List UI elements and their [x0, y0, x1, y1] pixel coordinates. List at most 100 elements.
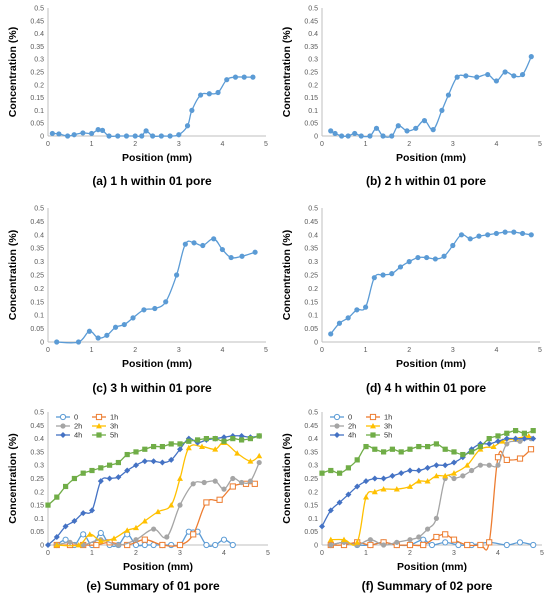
data-point: [164, 534, 170, 540]
legend-item-0: 0: [56, 413, 78, 422]
data-point: [442, 472, 449, 479]
data-point: [381, 449, 387, 455]
legend-label: 2h: [348, 422, 356, 431]
legend-label: 0: [74, 413, 78, 422]
data-point: [371, 488, 378, 495]
data-point: [189, 107, 195, 114]
data-point: [206, 91, 212, 97]
series-line-1h: [330, 448, 532, 551]
data-point: [97, 478, 104, 485]
x-tick-label: 2: [407, 141, 411, 148]
y-tick-label: 0.5: [308, 6, 318, 13]
data-point: [256, 459, 262, 466]
data-point: [247, 458, 254, 464]
data-point: [121, 321, 127, 328]
data-point: [464, 462, 471, 468]
data-point: [486, 539, 493, 546]
chart-panel-2: 0 0.05 0.1 0.15 0.2 0.25 0.3 0.35 0.4 0.45 0.5 0 1 2 3…: [281, 6, 542, 189]
y-tick-label: 0.45: [30, 423, 44, 430]
y-tick-label: 0.05: [30, 529, 44, 536]
series-line-1: [52, 76, 253, 138]
legend-item-5h: 5h: [366, 431, 392, 440]
data-point: [450, 242, 456, 249]
data-point: [53, 542, 60, 548]
y-tick-label: 0.25: [304, 273, 318, 280]
data-point: [80, 510, 87, 517]
data-point: [490, 443, 497, 449]
data-point: [433, 441, 439, 447]
data-point: [380, 272, 386, 278]
data-point: [115, 133, 121, 139]
data-point: [516, 539, 524, 546]
y-tick-label: 0: [314, 134, 318, 141]
y-tick-label: 0.15: [30, 503, 44, 510]
data-point: [332, 130, 338, 137]
data-point: [106, 475, 113, 482]
data-point: [45, 542, 51, 548]
y-tick-label: 0.2: [34, 82, 44, 89]
data-point: [493, 78, 499, 84]
data-point: [530, 428, 536, 434]
x-axis-title: Position (mm): [396, 358, 466, 370]
legend-label: 3h: [110, 422, 118, 431]
data-point: [133, 537, 139, 543]
y-tick-label: 0.05: [304, 121, 318, 128]
y-tick-label: 0.35: [30, 44, 44, 51]
data-point: [425, 443, 431, 450]
data-point: [112, 324, 119, 330]
y-tick-label: 0.45: [30, 18, 44, 25]
data-point: [163, 299, 169, 305]
y-tick-label: 0.4: [34, 31, 44, 38]
data-point: [502, 229, 508, 235]
data-point: [107, 462, 113, 468]
data-point: [220, 536, 228, 543]
y-tick-label: 0.2: [34, 286, 44, 293]
data-point: [345, 491, 352, 498]
data-point: [477, 443, 483, 450]
panel-caption: (f) Summary of 02 pore: [362, 579, 493, 593]
data-point: [89, 467, 95, 474]
data-point: [345, 465, 351, 471]
data-point: [398, 470, 405, 477]
data-point: [247, 478, 253, 484]
x-tick-label: 1: [364, 550, 368, 557]
data-point: [337, 470, 343, 476]
data-point: [516, 455, 524, 462]
data-point: [133, 462, 139, 469]
data-point: [345, 133, 351, 139]
data-point: [201, 479, 207, 486]
x-tick-label: 4: [220, 347, 224, 354]
data-point: [104, 332, 110, 338]
x-tick-label: 0: [320, 347, 324, 354]
data-point: [433, 533, 440, 541]
data-point: [371, 275, 377, 281]
x-tick-label: 2: [133, 141, 137, 148]
data-point: [124, 467, 131, 474]
data-point: [363, 494, 369, 500]
data-point: [503, 435, 510, 442]
data-point: [420, 536, 427, 543]
y-tick-label: 0.5: [308, 206, 318, 213]
y-tick-label: 0.15: [30, 95, 44, 102]
data-point: [63, 483, 69, 490]
data-point: [97, 538, 104, 544]
y-tick-label: 0.35: [30, 449, 44, 456]
data-point: [133, 449, 139, 455]
data-point: [439, 107, 445, 114]
data-point: [469, 449, 475, 455]
x-tick-label: 2: [408, 550, 412, 557]
legend-item-5h: 5h: [92, 431, 118, 440]
y-tick-label: 0.25: [30, 476, 44, 483]
y-tick-label: 0.1: [34, 313, 44, 320]
y-tick-label: 0.3: [308, 57, 318, 64]
x-tick-label: 3: [178, 550, 182, 557]
x-axis-title: Position (mm): [396, 152, 466, 164]
y-axis-title: Concentration (%): [7, 230, 19, 320]
legend-item-1h: 1h: [366, 413, 392, 422]
data-point: [442, 539, 449, 546]
data-point: [141, 536, 148, 543]
x-tick-label: 4: [494, 347, 498, 354]
data-point: [86, 328, 93, 334]
x-tick-label: 4: [222, 550, 226, 557]
data-point: [395, 123, 401, 129]
